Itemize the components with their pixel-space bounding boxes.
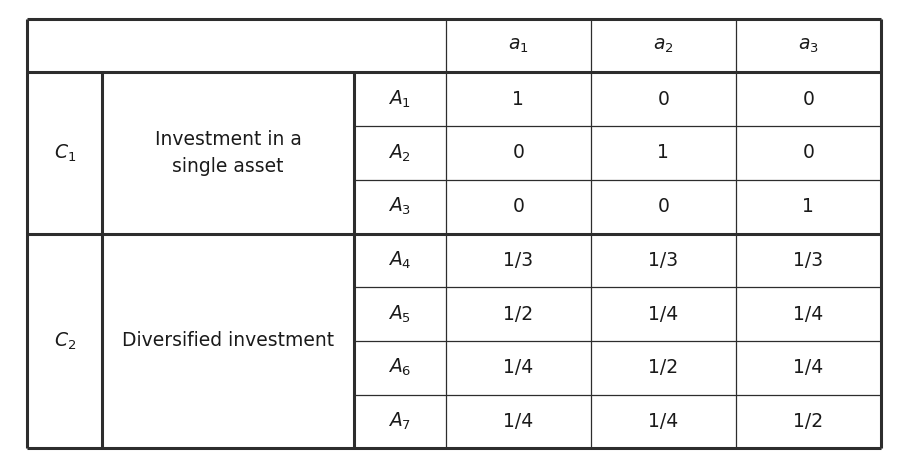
Text: $A_5$: $A_5$ <box>389 304 411 325</box>
Text: 1/2: 1/2 <box>503 304 533 324</box>
Text: 1/4: 1/4 <box>648 412 678 431</box>
Text: 1: 1 <box>803 197 814 216</box>
Text: 0: 0 <box>657 90 669 109</box>
Text: $A_1$: $A_1$ <box>389 89 411 110</box>
Text: 0: 0 <box>657 197 669 216</box>
Text: $a_3$: $a_3$ <box>798 36 819 55</box>
Text: 1/4: 1/4 <box>794 358 824 377</box>
Text: 1/3: 1/3 <box>503 251 533 270</box>
Text: 1: 1 <box>512 90 524 109</box>
Text: 0: 0 <box>803 143 814 163</box>
Text: 1/4: 1/4 <box>503 412 534 431</box>
Text: $C_1$: $C_1$ <box>54 142 76 163</box>
Text: 0: 0 <box>512 143 524 163</box>
Text: $A_2$: $A_2$ <box>389 142 411 163</box>
Text: $A_3$: $A_3$ <box>389 196 411 217</box>
Text: Diversified investment: Diversified investment <box>122 332 334 350</box>
Text: $a_2$: $a_2$ <box>653 36 674 55</box>
Text: 1/4: 1/4 <box>794 304 824 324</box>
Text: 0: 0 <box>512 197 524 216</box>
Text: $a_1$: $a_1$ <box>508 36 528 55</box>
Text: $C_2$: $C_2$ <box>54 330 76 352</box>
Text: 1/4: 1/4 <box>503 358 534 377</box>
Text: Investment in a
single asset: Investment in a single asset <box>154 130 301 176</box>
Text: 1/4: 1/4 <box>648 304 678 324</box>
Text: 1/3: 1/3 <box>794 251 824 270</box>
Text: 1/2: 1/2 <box>794 412 824 431</box>
Text: $A_6$: $A_6$ <box>389 357 411 378</box>
Text: 1/3: 1/3 <box>648 251 678 270</box>
Text: $A_7$: $A_7$ <box>389 411 411 432</box>
Text: 0: 0 <box>803 90 814 109</box>
Text: $A_4$: $A_4$ <box>388 250 411 271</box>
Text: 1/2: 1/2 <box>648 358 678 377</box>
Text: 1: 1 <box>657 143 669 163</box>
